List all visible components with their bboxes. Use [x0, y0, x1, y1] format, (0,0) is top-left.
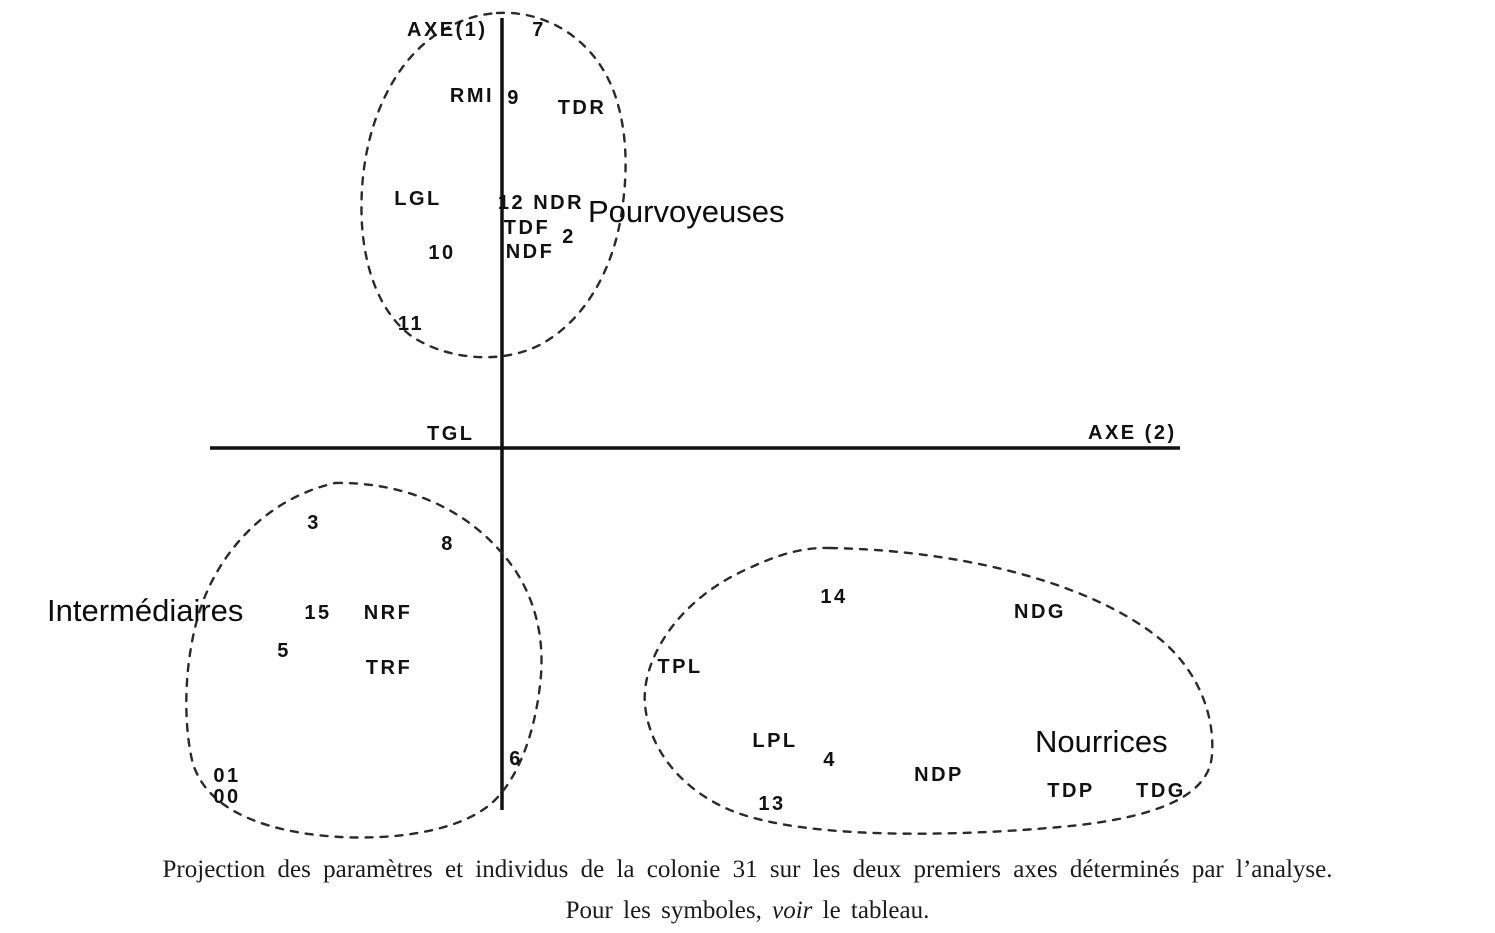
data-point-lpl: LPL — [752, 730, 798, 752]
data-point-12-ndr: 12 NDR — [497, 192, 585, 214]
data-point-ndp: NDP — [914, 764, 964, 786]
data-point-tpl: TPL — [657, 656, 703, 678]
cluster-label-pourvoyeuses: Pourvoyeuses — [588, 194, 785, 229]
data-point-11: 11 — [397, 313, 425, 335]
data-point-14: 14 — [820, 586, 848, 608]
caption-line2-italic: voir — [772, 897, 813, 924]
data-point-ndg: NDG — [1014, 601, 1066, 623]
horizontal-axis-title: AXE (2) — [1088, 422, 1177, 444]
data-point-10: 10 — [428, 242, 456, 264]
cluster-outline-intermediaires — [185, 481, 543, 839]
data-point-7: 7 — [532, 19, 546, 41]
figure-caption-line1: Projection des paramètres et individus d… — [162, 856, 1333, 883]
data-point-15: 15 — [304, 602, 332, 624]
data-point-nrf: NRF — [363, 602, 413, 624]
data-point-01: 01 — [213, 765, 241, 787]
data-point-3: 3 — [307, 512, 321, 534]
data-point-ndf: NDF — [505, 241, 555, 263]
cluster-outline-pourvoyeuses — [360, 11, 627, 359]
caption-line2-prefix: Pour les symboles, — [565, 897, 773, 924]
data-point-4: 4 — [823, 749, 837, 771]
data-point-13: 13 — [758, 793, 786, 815]
cluster-outline-nourrices — [643, 546, 1214, 835]
data-point-00: 00 — [213, 786, 241, 808]
cluster-label-intermediaires: Intermédiaires — [47, 593, 244, 628]
figure-caption-line2: Pour les symboles, voir le tableau. — [0, 897, 1495, 925]
data-point-2: 2 — [562, 226, 576, 248]
data-point-trf: TRF — [365, 657, 413, 679]
origin-point-label: TGL — [427, 423, 475, 445]
data-point-tdp: TDP — [1047, 780, 1095, 802]
data-point-5: 5 — [277, 640, 291, 662]
data-point-8: 8 — [441, 533, 455, 555]
data-point-9: 9 — [507, 87, 521, 109]
data-point-6: 6 — [509, 748, 523, 770]
data-point-tdf: TDF — [503, 217, 551, 239]
data-point-tdg: TDG — [1136, 780, 1186, 802]
cluster-label-nourrices: Nourrices — [1035, 724, 1168, 759]
data-point-rmi: RMI — [449, 85, 495, 107]
data-point-lgl: LGL — [394, 188, 442, 210]
vertical-axis-title: AXE(1) — [407, 19, 488, 41]
caption-line2-suffix: le tableau. — [812, 897, 930, 924]
data-point-tdr: TDR — [557, 97, 607, 119]
